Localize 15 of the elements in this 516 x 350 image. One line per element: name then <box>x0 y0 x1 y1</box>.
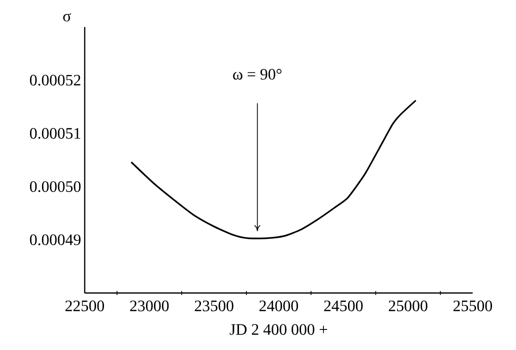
annotation: ω = 90° <box>233 68 282 80</box>
x-tick-label: 23500 <box>194 300 234 312</box>
x-tick-label: 25500 <box>453 300 492 312</box>
y-axis-title: σ <box>63 13 71 22</box>
y-tick-label: 0.00050 <box>30 181 81 192</box>
y-tick-label: 0.00052 <box>30 74 80 86</box>
x-tick-label: 22500 <box>65 300 104 312</box>
x-tick-label: 24000 <box>259 300 298 312</box>
x-axis-title: JD 2 400 000 + <box>230 324 328 335</box>
y-tick-label: 0.00051 <box>30 128 80 139</box>
x-tick-label: 25000 <box>388 300 428 312</box>
y-tick-label: 0.00049 <box>30 234 81 246</box>
x-tick-label: 23000 <box>130 300 169 312</box>
line-series <box>130 100 417 240</box>
x-tick-label: 24500 <box>324 300 363 312</box>
